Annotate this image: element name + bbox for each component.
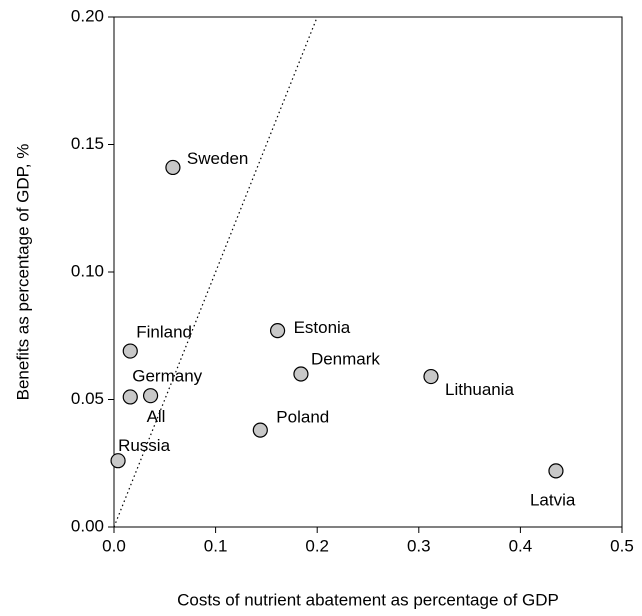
x-tick-label: 0.1 [204,536,228,555]
point [165,159,181,176]
point [293,366,309,382]
y-tick-label: 0.05 [71,389,104,408]
y-tick-label: 0.00 [71,516,104,535]
x-tick-label: 0.4 [509,536,533,555]
point-label: Lithuania [445,380,515,399]
parity-line [113,16,318,528]
point [252,422,268,438]
y-tick-label: 0.20 [71,6,104,25]
point-label: Russia [118,436,171,455]
point-label: All [147,407,166,426]
point [548,463,564,479]
point-label: Poland [276,408,329,427]
point-label: Estonia [294,318,351,337]
point [423,368,439,385]
plot-frame [113,16,623,528]
y-tick-label: 0.10 [71,261,104,280]
point-label: Finland [136,323,192,342]
point [142,388,159,404]
y-tick-label: 0.15 [71,134,104,153]
point [269,323,286,339]
point [122,389,138,405]
point-label: Denmark [311,349,380,368]
point [110,453,126,469]
x-axis-label: Costs of nutrient abatement as percentag… [177,590,559,609]
point-label: Sweden [187,149,248,168]
x-tick-label: 0.0 [102,536,126,555]
point [122,343,138,359]
x-tick-label: 0.5 [610,536,634,555]
x-tick-label: 0.2 [305,536,329,555]
point-label: Latvia [530,490,576,509]
y-axis-label: Benefits as percentage of GDP, % [13,144,32,401]
point-label: Germany [132,366,202,385]
x-tick-label: 0.3 [407,536,431,555]
